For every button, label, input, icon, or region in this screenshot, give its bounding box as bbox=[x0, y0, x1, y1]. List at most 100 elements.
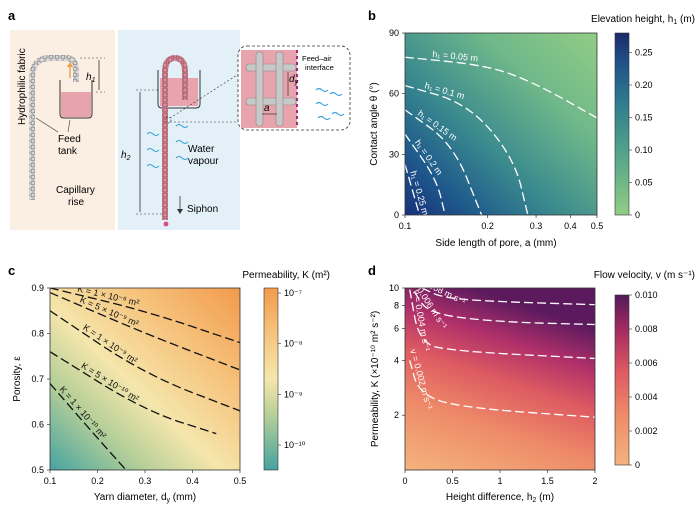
cbar-tick-label-c-3: 10⁻¹⁰ bbox=[284, 440, 306, 450]
colorbar-b bbox=[614, 32, 630, 216]
x-tick-label-d-3: 1.5 bbox=[541, 476, 554, 486]
panel-b-label: b bbox=[368, 8, 376, 23]
chart-b: h₁ = 0.05 mh₁ = 0.1 mh₁ = 0.15 mh₁ = 0.2… bbox=[369, 14, 695, 249]
x-tick-label-b-3: 0.4 bbox=[564, 221, 577, 231]
feed-tank-text-1: Feed bbox=[58, 134, 81, 145]
colorbar-b-title: Elevation height, h1 (m) bbox=[591, 14, 695, 26]
siphon-text: Siphon bbox=[187, 204, 218, 215]
a-label: a bbox=[264, 103, 270, 114]
capillary-background bbox=[10, 30, 115, 230]
zoom-inset-liquid bbox=[241, 50, 297, 128]
x-tick-label-d-0: 0 bbox=[402, 476, 407, 486]
up-arrow-head bbox=[67, 62, 73, 67]
y-tick-label-d-4: 10 bbox=[389, 283, 399, 293]
chart-c: K = 1 × 10⁻⁸ m²K = 5 × 10⁻⁹ m²K = 1 × 10… bbox=[12, 270, 330, 504]
cbar-tick-label-b-4: 0.20 bbox=[635, 80, 653, 90]
contour-line-c-4 bbox=[50, 383, 127, 470]
cbar-tick-label-d-1: 0.008 bbox=[635, 324, 658, 334]
feed-air-text-2: interface bbox=[305, 63, 334, 72]
contour-line-c-0 bbox=[50, 288, 240, 344]
contour-line-b-3 bbox=[405, 133, 446, 215]
drip bbox=[163, 221, 169, 227]
contour-line-d-2 bbox=[409, 289, 595, 360]
cbar-tick-label-b-3: 0.15 bbox=[635, 113, 653, 123]
feed-air-text-1: Feed–air bbox=[302, 54, 332, 63]
contour-line-d-1 bbox=[413, 291, 595, 326]
feed-tank-1-liquid bbox=[61, 92, 91, 117]
dy-label: dy bbox=[289, 74, 299, 86]
siphon-fabric bbox=[162, 54, 188, 220]
panel-d-label: d bbox=[368, 263, 376, 278]
feed-tank-text-2: tank bbox=[58, 146, 78, 157]
y-axis-label-c: Porosity, ε bbox=[12, 356, 23, 402]
cbar-tick-label-c-2: 10⁻⁹ bbox=[284, 389, 303, 399]
feed-tank-pointer bbox=[67, 119, 71, 133]
cbar-tick-label-d-2: 0.006 bbox=[635, 358, 658, 368]
x-tick-label-c-4: 0.5 bbox=[234, 476, 247, 486]
chart-d: v = 0.008 m s⁻¹v = 0.006 m s⁻¹v = 0.004 … bbox=[370, 270, 695, 504]
siphon-background bbox=[118, 30, 240, 230]
heatmap-d bbox=[405, 288, 595, 470]
y-tick-label-b-1: 30 bbox=[389, 149, 399, 159]
vapour-waves bbox=[146, 124, 189, 168]
contour-line-d-0 bbox=[421, 288, 595, 306]
y-tick-label-b-2: 60 bbox=[389, 89, 399, 99]
siphon-arrow-head bbox=[177, 209, 183, 214]
x-tick-label-c-0: 0.1 bbox=[44, 476, 57, 486]
y-axis-label-d: Permeability, K (×10⁻¹⁰ m² s⁻²) bbox=[370, 311, 381, 447]
cbar-tick-label-b-2: 0.10 bbox=[635, 145, 653, 155]
panel-c-label: c bbox=[8, 263, 15, 278]
contour-line-c-1 bbox=[50, 291, 240, 371]
x-tick-label-b-0: 0.1 bbox=[399, 221, 412, 231]
y-tick-label-c-1: 0.6 bbox=[31, 420, 44, 430]
y-tick-label-c-4: 0.9 bbox=[31, 283, 44, 293]
cbar-tick-label-d-5: 0 bbox=[635, 460, 640, 470]
cbar-tick-label-c-0: 10⁻⁷ bbox=[284, 288, 302, 298]
x-axis-label-c: Yarn diameter, dy (mm) bbox=[94, 492, 196, 504]
cbar-tick-label-d-4: 0.002 bbox=[635, 426, 658, 436]
x-axis-label-d: Height difference, h2 (m) bbox=[446, 492, 554, 504]
hydrophilic-pointer bbox=[35, 117, 59, 133]
y-tick-label-d-3: 8 bbox=[394, 301, 399, 311]
h2-label: h2 bbox=[121, 150, 131, 162]
contour-line-b-2 bbox=[405, 109, 483, 215]
colorbar-d bbox=[614, 294, 630, 466]
y-tick-label-c-2: 0.7 bbox=[31, 374, 44, 384]
y-tick-label-c-0: 0.5 bbox=[31, 465, 44, 475]
x-tick-label-d-2: 1 bbox=[497, 476, 502, 486]
x-tick-label-b-2: 0.3 bbox=[530, 221, 543, 231]
y-axis-label-b: Contact angle θ (°) bbox=[369, 82, 380, 166]
y-tick-label-d-2: 6 bbox=[394, 323, 399, 333]
colorbar-c bbox=[263, 287, 279, 471]
x-tick-label-c-2: 0.3 bbox=[139, 476, 152, 486]
x-tick-label-d-4: 2 bbox=[592, 476, 597, 486]
contour-label-b-0: h₁ = 0.05 m bbox=[432, 49, 479, 63]
water-vapour-text-1: Water bbox=[188, 144, 215, 155]
zoom-inset-yarns bbox=[245, 51, 297, 127]
feed-tank-1-outline bbox=[59, 80, 93, 119]
x-tick-label-b-1: 0.2 bbox=[481, 221, 494, 231]
inset-vapour-waves bbox=[315, 87, 345, 121]
hydrophilic-label: Hydrophilic fabric bbox=[17, 48, 28, 125]
colorbar-c-title: Permeability, K (m²) bbox=[242, 270, 330, 281]
cbar-tick-label-d-0: 0.010 bbox=[635, 290, 658, 300]
contour-line-c-2 bbox=[50, 310, 240, 412]
y-tick-label-b-0: 0 bbox=[394, 210, 399, 220]
x-tick-label-b-4: 0.5 bbox=[591, 221, 604, 231]
panel-a-schematic: a h1 Hydrophilic fabric Feed tank Capill… bbox=[8, 8, 351, 230]
h1-label: h1 bbox=[86, 72, 96, 84]
x-tick-label-d-1: 0.5 bbox=[446, 476, 459, 486]
siphon-tank-outline bbox=[157, 70, 201, 109]
contour-line-b-1 bbox=[405, 84, 529, 215]
fabric-strip-1 bbox=[29, 55, 79, 200]
y-tick-label-b-3: 90 bbox=[389, 28, 399, 38]
cbar-tick-label-b-0: 0 bbox=[635, 210, 640, 220]
heatmap-c bbox=[50, 288, 240, 470]
capillary-text-2: rise bbox=[68, 197, 85, 208]
colorbar-d-title: Flow velocity, v (m s⁻¹) bbox=[594, 270, 695, 281]
y-tick-label-c-3: 0.8 bbox=[31, 329, 44, 339]
panel-a-label: a bbox=[8, 8, 16, 23]
cbar-tick-label-d-3: 0.004 bbox=[635, 392, 658, 402]
x-tick-label-c-1: 0.2 bbox=[91, 476, 104, 486]
